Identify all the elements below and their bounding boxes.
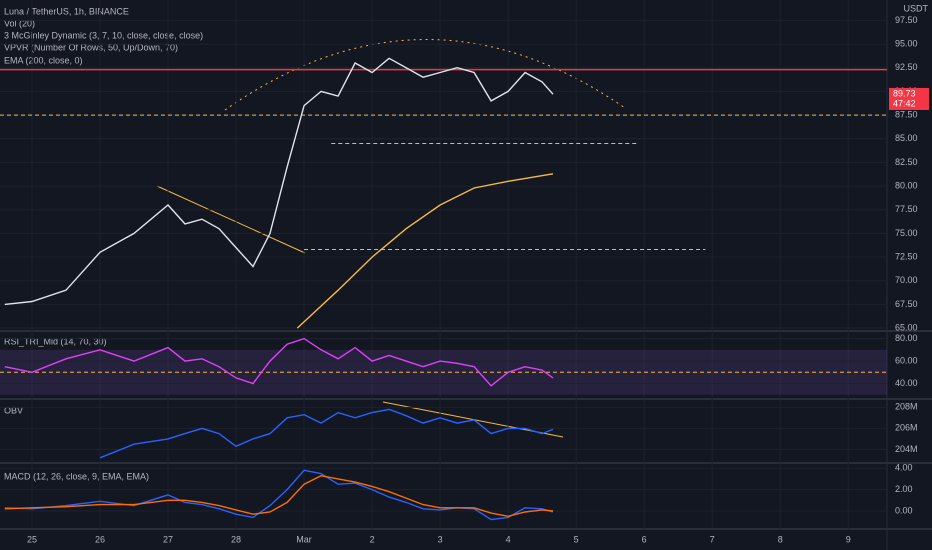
- x-tick-label: 8: [778, 534, 783, 544]
- price-tag: [889, 87, 929, 110]
- y-tick-label: 92.50: [895, 62, 918, 72]
- y-tick-label: 80.00: [895, 180, 918, 190]
- series-line: [4, 474, 554, 518]
- panel-title: OBV: [4, 405, 23, 415]
- y-tick-label: 82.50: [895, 157, 918, 167]
- panel-title: RSI_TRI_Mid (14, 70, 30): [4, 336, 107, 346]
- x-tick-label: 9: [846, 534, 851, 544]
- y-tick-label: 70.00: [895, 275, 918, 285]
- trend-line: [156, 185, 306, 254]
- x-tick-label: 4: [506, 534, 511, 544]
- y-tick-label: 95.00: [895, 38, 918, 48]
- indicator-label: 3 McGinley Dynamic (3, 7, 10, close, clo…: [4, 30, 203, 40]
- series-line: [4, 469, 554, 521]
- x-tick-label: 2: [370, 534, 375, 544]
- x-tick-label: 27: [163, 534, 173, 544]
- y-tick-label: 67.50: [895, 299, 918, 309]
- x-tick-label: 28: [231, 534, 241, 544]
- price-tag-label: 89.73: [893, 88, 916, 98]
- indicator-label: Vol (20): [4, 18, 35, 28]
- y-tick-label: 77.50: [895, 204, 918, 214]
- y-tick-label: 60.00: [895, 355, 918, 365]
- x-tick-label: 7: [710, 534, 715, 544]
- countdown-label: 47:42: [893, 98, 916, 108]
- indicator-label: VPVR (Number Of Rows, 50, Up/Down, 70): [4, 42, 178, 52]
- arc-drawing: [224, 39, 626, 111]
- y-tick-label: 4.00: [895, 463, 913, 473]
- x-tick-label: 26: [95, 534, 105, 544]
- y-tick-label: 80.00: [895, 333, 918, 343]
- y-tick-label: 72.50: [895, 251, 918, 261]
- x-tick-label: 5: [574, 534, 579, 544]
- panel-title: MACD (12, 26, close, 9, EMA, EMA): [4, 471, 149, 481]
- x-tick-label: 3: [438, 534, 443, 544]
- currency-label: USDT: [904, 3, 929, 13]
- y-tick-label: 40.00: [895, 378, 918, 388]
- indicator-label: EMA (200, close, 0): [4, 55, 83, 65]
- x-tick-label: 25: [27, 534, 37, 544]
- series-line: [4, 337, 554, 387]
- series-line: [296, 173, 554, 329]
- y-tick-label: 2.00: [895, 484, 913, 494]
- y-tick-label: 65.00: [895, 322, 918, 332]
- y-tick-label: 97.50: [895, 15, 918, 25]
- y-tick-label: 75.00: [895, 228, 918, 238]
- y-tick-label: 208M: [895, 402, 918, 412]
- y-tick-label: 204M: [895, 444, 918, 454]
- y-tick-label: 0.00: [895, 505, 913, 515]
- series-line: [99, 408, 554, 459]
- series-line: [4, 57, 554, 306]
- x-tick-label: 6: [642, 534, 647, 544]
- y-tick-label: 85.00: [895, 133, 918, 143]
- y-tick-label: 87.50: [895, 109, 918, 119]
- x-tick-label: Mar: [296, 534, 312, 544]
- y-tick-label: 206M: [895, 423, 918, 433]
- symbol-title: Luna / TetherUS, 1h, BINANCE: [4, 6, 129, 16]
